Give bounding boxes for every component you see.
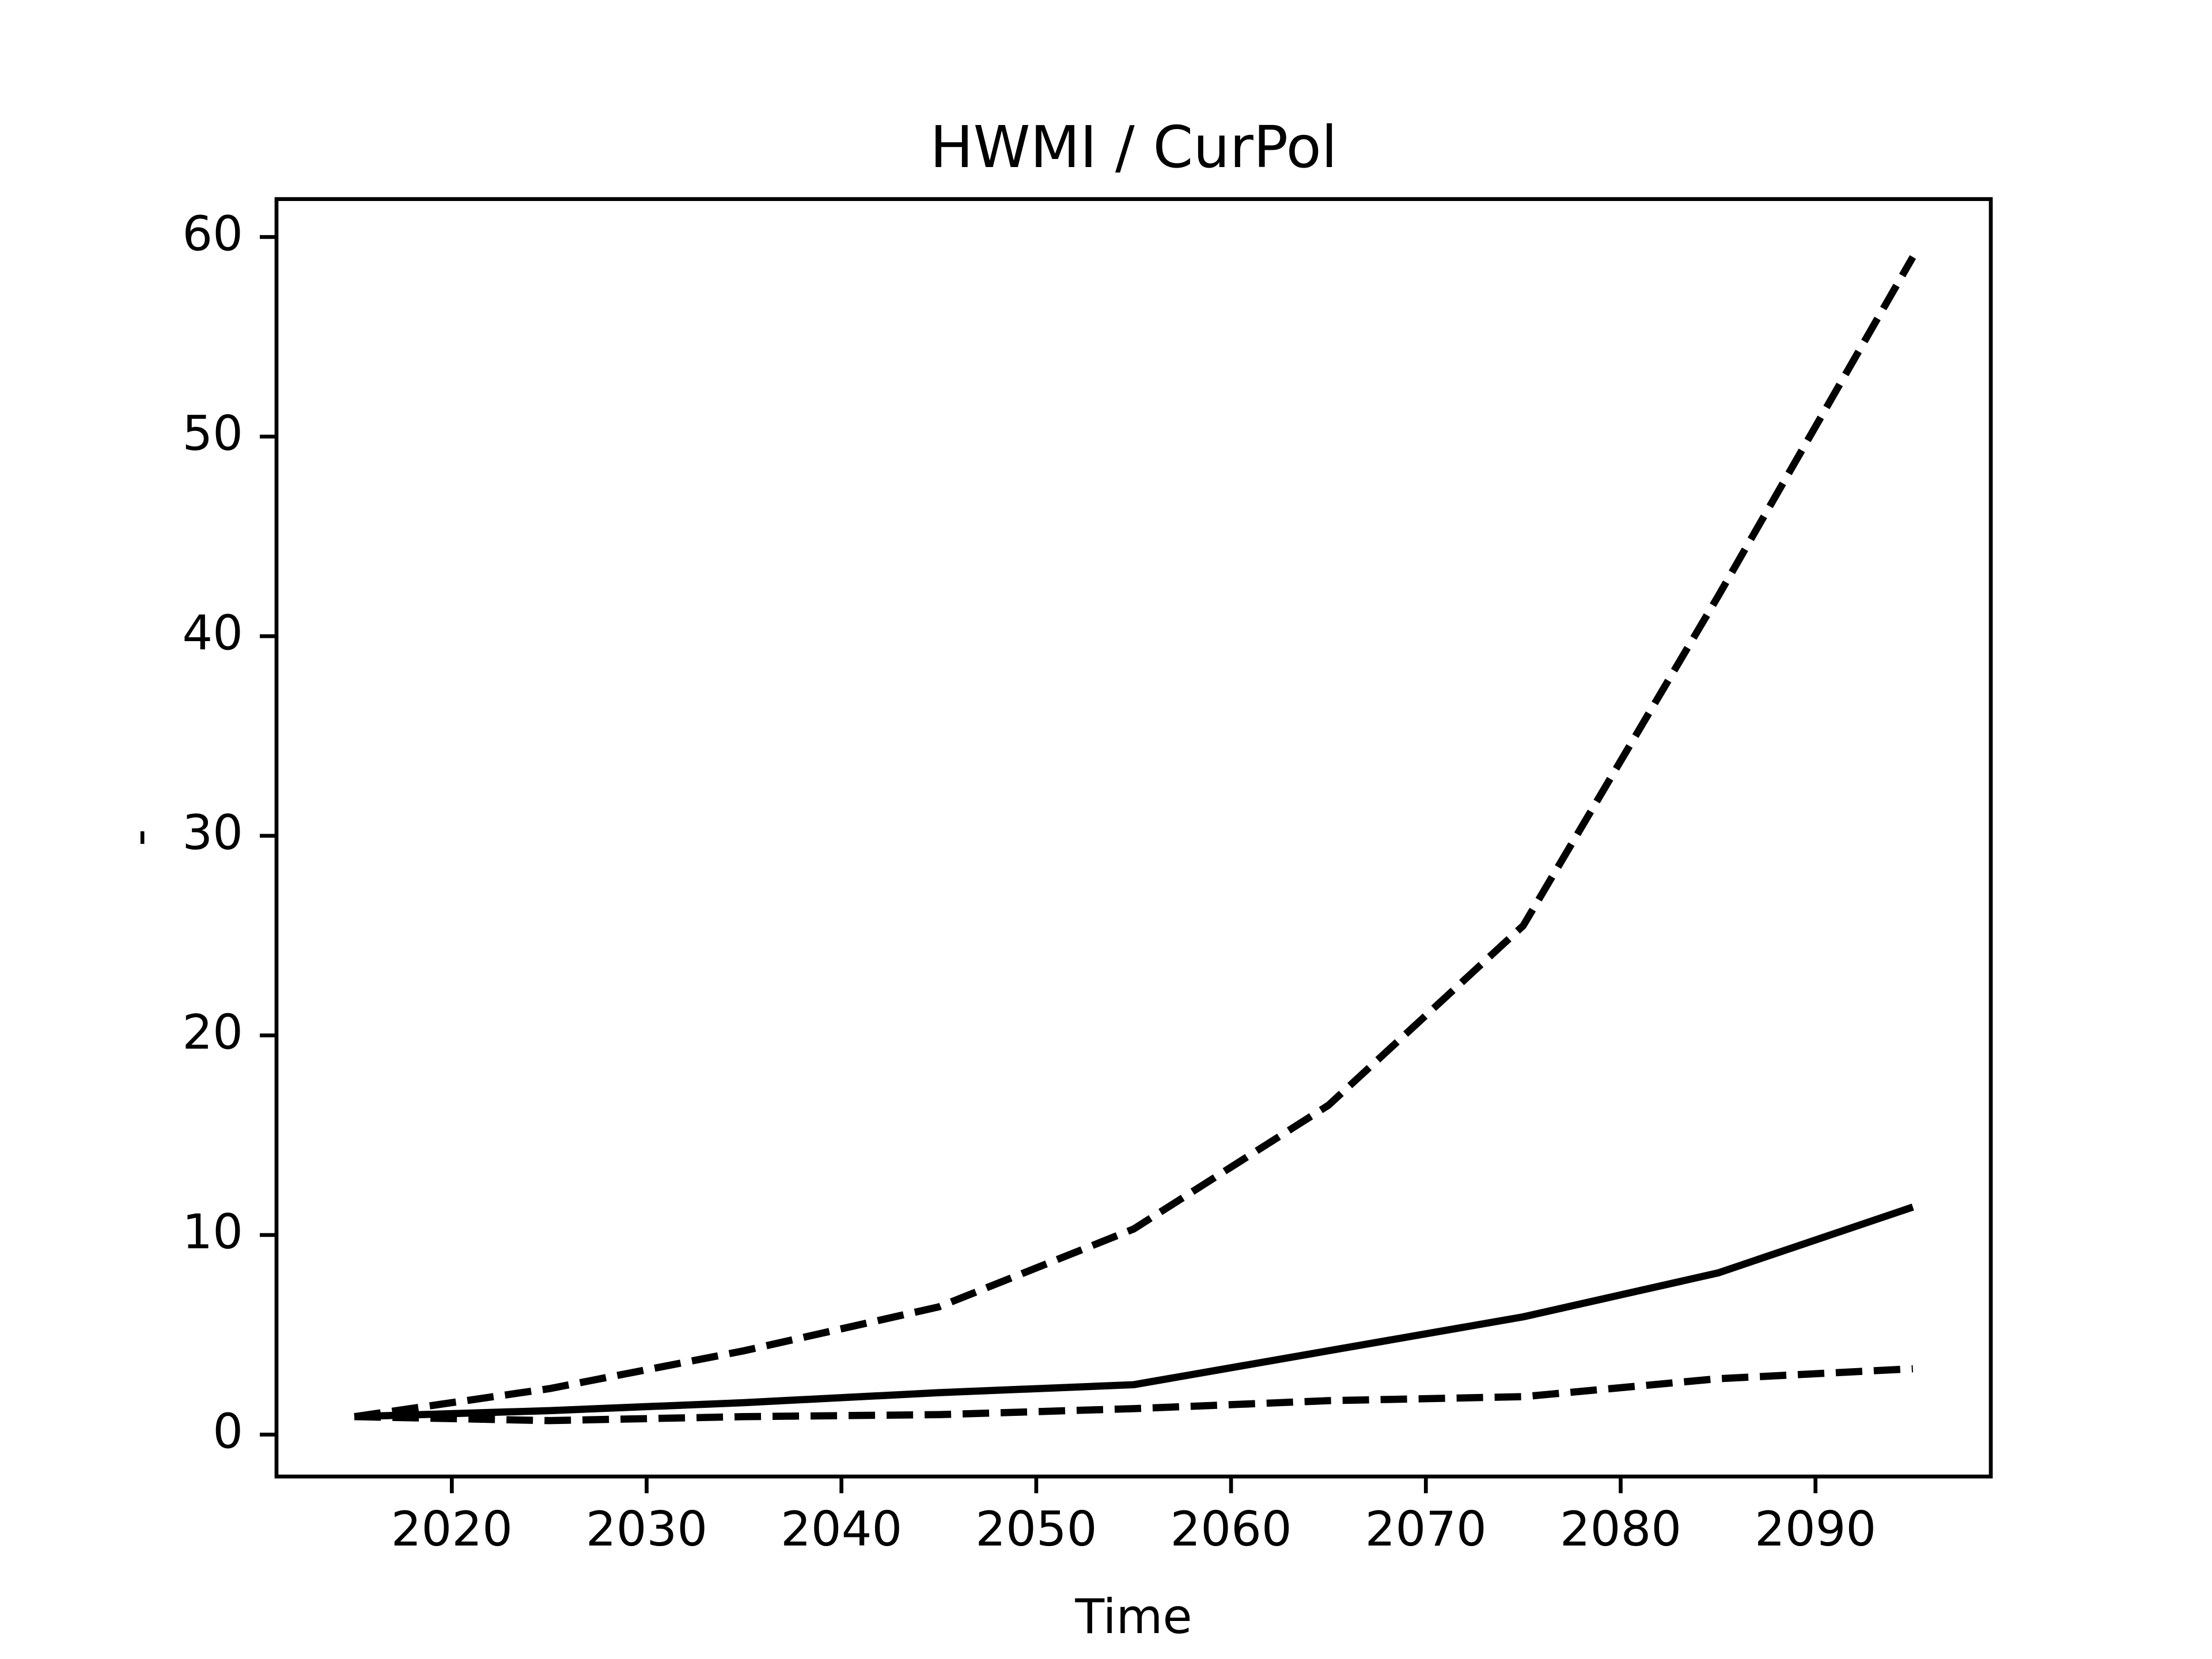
y-tick-label: 60 — [182, 206, 243, 262]
y-tick-label: 10 — [182, 1204, 243, 1260]
x-tick-label: 2050 — [975, 1501, 1097, 1557]
x-tick-label: 2060 — [1170, 1501, 1291, 1557]
y-axis-label: - — [111, 829, 167, 846]
x-tick-label: 2030 — [586, 1501, 707, 1557]
x-tick-label: 2080 — [1560, 1501, 1681, 1557]
y-tick-label: 30 — [182, 805, 243, 861]
y-tick-label: 50 — [182, 406, 243, 461]
x-tick-label: 2070 — [1365, 1501, 1487, 1557]
x-axis-label: Time — [1074, 1589, 1192, 1645]
y-tick-label: 40 — [182, 605, 243, 661]
x-tick-label: 2090 — [1755, 1501, 1876, 1557]
x-tick-label: 2040 — [781, 1501, 902, 1557]
y-tick-label: 0 — [213, 1403, 243, 1459]
x-tick-label: 2020 — [391, 1501, 513, 1557]
series-line — [354, 255, 1916, 1421]
plot-frame — [274, 197, 1993, 1479]
series-line — [354, 1203, 1914, 1421]
y-tick-label: 20 — [182, 1004, 243, 1060]
chart-title: HWMI / CurPol — [930, 113, 1337, 181]
series-line — [354, 1365, 1914, 1425]
